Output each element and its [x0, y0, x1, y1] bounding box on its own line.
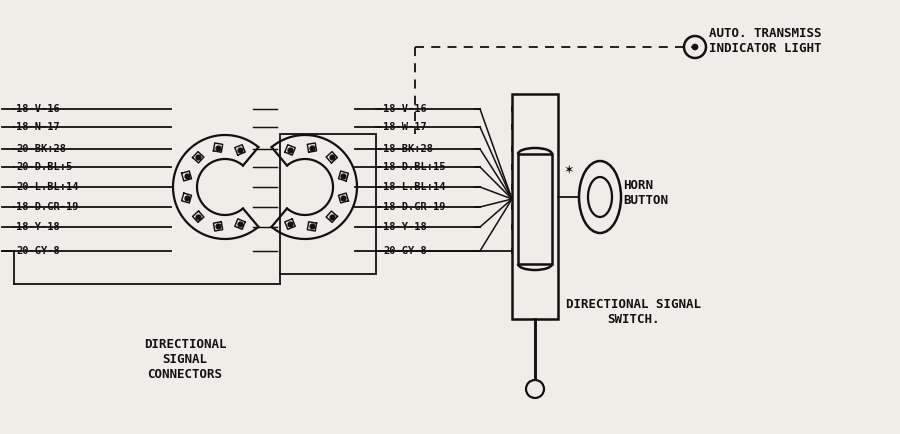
- Text: 20-BK:28: 20-BK:28: [16, 144, 66, 154]
- Text: 20-L.BL:14: 20-L.BL:14: [16, 181, 78, 191]
- Text: 20-GY-8: 20-GY-8: [16, 246, 59, 256]
- Text: HORN
BUTTON: HORN BUTTON: [623, 178, 668, 207]
- Text: 18-L.BL:14: 18-L.BL:14: [383, 181, 446, 191]
- Text: AUTO. TRANSMISS
INDICATOR LIGHT: AUTO. TRANSMISS INDICATOR LIGHT: [709, 27, 822, 55]
- Text: 18-D.GR-19: 18-D.GR-19: [16, 201, 78, 211]
- Text: DIRECTIONAL SIGNAL
SWITCH.: DIRECTIONAL SIGNAL SWITCH.: [566, 297, 701, 325]
- Text: 20-GY-8: 20-GY-8: [383, 246, 427, 256]
- Circle shape: [692, 45, 698, 51]
- Text: 18-Y-18: 18-Y-18: [16, 221, 59, 231]
- Text: 18-V-16: 18-V-16: [383, 104, 427, 114]
- Text: 18-BK:28: 18-BK:28: [383, 144, 433, 154]
- Bar: [518, 155, 552, 264]
- Text: 18-D.BL:15: 18-D.BL:15: [383, 161, 446, 171]
- Text: DIRECTIONAL
SIGNAL
CONNECTORS: DIRECTIONAL SIGNAL CONNECTORS: [144, 337, 226, 380]
- Text: 18-D.GR-19: 18-D.GR-19: [383, 201, 446, 211]
- Bar: [512, 95, 558, 319]
- Text: ✶: ✶: [564, 163, 574, 176]
- Text: 18-W-17: 18-W-17: [383, 122, 427, 132]
- Text: 18-V-16: 18-V-16: [16, 104, 59, 114]
- Bar: [280, 135, 376, 274]
- Text: 18-Y-18: 18-Y-18: [383, 221, 427, 231]
- Text: 18-N-17: 18-N-17: [16, 122, 59, 132]
- Text: 20-D.BL:5: 20-D.BL:5: [16, 161, 72, 171]
